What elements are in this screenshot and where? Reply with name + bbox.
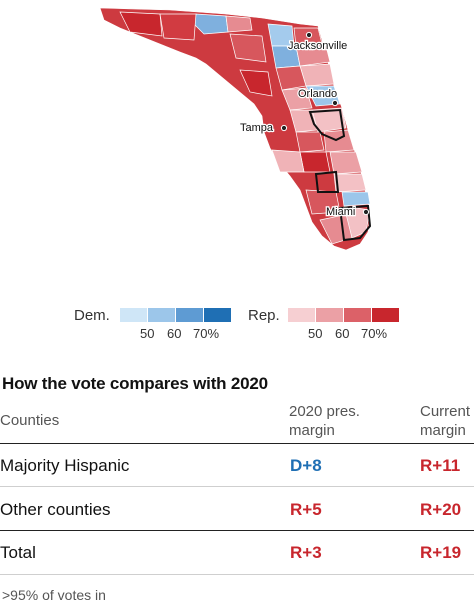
column-header-2020: 2020 pres. margin [289, 402, 360, 440]
table-cell-2020: R+3 [290, 543, 322, 562]
city-dot-miami [362, 208, 370, 216]
majority-hispanic-outlines [308, 108, 372, 242]
legend-dem-scale [120, 308, 232, 322]
legend-tick: 70% [193, 326, 220, 341]
header-divider [0, 443, 474, 444]
legend-rep-label: Rep. [248, 307, 280, 324]
column-header-counties: Counties [0, 412, 60, 429]
legend-rep-scale [288, 308, 400, 322]
column-header-2020-line1: 2020 pres. [289, 403, 360, 420]
legend-rep-swatch [372, 308, 399, 322]
city-label-orlando: Orlando [298, 88, 337, 100]
legend-tick: 60 [167, 326, 182, 341]
city-dot-tampa [280, 124, 288, 132]
total-divider [0, 530, 474, 531]
legend-tick: 50 [308, 326, 323, 341]
legend-dem-swatch [120, 308, 147, 322]
legend-rep-swatch [344, 308, 371, 322]
column-header-current: Current margin [420, 402, 470, 440]
table-cell-current: R+19 [420, 543, 462, 562]
florida-county-map: Jacksonville Orlando Tampa Miami [99, 7, 372, 251]
city-dot-jacksonville [305, 31, 313, 39]
table-title: How the vote compares with 2020 [2, 374, 268, 393]
legend-tick: 60 [335, 326, 350, 341]
legend-rep-swatch [288, 308, 315, 322]
column-header-current-line2: margin [420, 422, 466, 439]
city-dot-orlando [331, 99, 339, 107]
legend-dem-swatch [204, 308, 231, 322]
column-header-2020-line2: margin [289, 422, 335, 439]
city-label-jacksonville: Jacksonville [288, 40, 347, 52]
table-bottom-rule [0, 574, 474, 575]
county-fills [119, 11, 371, 245]
legend-dem-swatch [148, 308, 175, 322]
footnote: >95% of votes in [2, 587, 106, 603]
table-row-label: Total [0, 543, 36, 562]
table-row-label: Other counties [0, 500, 111, 519]
city-label-tampa: Tampa [240, 122, 274, 134]
legend-dem-swatch [176, 308, 203, 322]
table-cell-current: R+11 [420, 456, 461, 475]
legend-rep-swatch [316, 308, 343, 322]
table-cell-current: R+20 [420, 500, 462, 519]
legend-tick: 70% [361, 326, 388, 341]
row-divider [0, 486, 474, 487]
legend-tick: 50 [140, 326, 155, 341]
city-label-miami: Miami [326, 206, 355, 218]
column-header-current-line1: Current [420, 403, 471, 420]
table-cell-2020: R+5 [290, 500, 322, 519]
legend-dem-label: Dem. [74, 307, 110, 324]
city-markers: Jacksonville Orlando Tampa Miami [239, 31, 370, 219]
table-cell-2020: D+8 [290, 456, 322, 475]
table-row-label: Majority Hispanic [0, 456, 130, 475]
